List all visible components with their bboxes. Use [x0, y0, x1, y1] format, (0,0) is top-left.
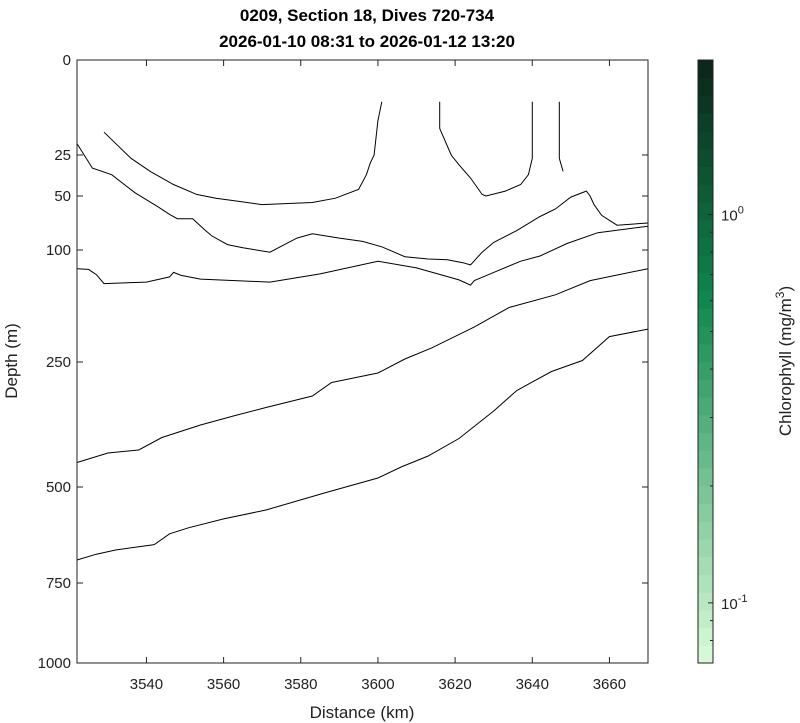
colorbar-band [698, 130, 713, 150]
y-tick-label: 25 [54, 147, 71, 164]
colorbar-band [698, 361, 713, 380]
contour-lines [76, 101, 649, 561]
x-tick-marks [145, 60, 610, 663]
colorbar-band [698, 609, 713, 629]
colorbar-band [698, 538, 713, 558]
colorbar-tick-label: 100 [721, 205, 744, 225]
contour-line [76, 143, 649, 266]
colorbar-band [698, 396, 713, 416]
y-tick-label: 250 [46, 354, 71, 371]
colorbar-band [698, 308, 713, 327]
colorbar-band [698, 184, 713, 203]
colorbar-band [698, 95, 713, 114]
colorbar-band [698, 201, 713, 221]
x-tick-label: 3620 [438, 676, 471, 693]
colorbar-band [698, 467, 713, 487]
y-tick-label: 50 [54, 188, 71, 205]
y-tick-label: 100 [46, 242, 71, 259]
contour-line [103, 101, 383, 206]
x-tick-label: 3560 [207, 676, 240, 693]
colorbar-band [698, 414, 713, 434]
colorbar-band [698, 485, 713, 504]
colorbar-band [698, 113, 713, 132]
colorbar-band [698, 556, 713, 575]
colorbar-band [698, 432, 713, 451]
colorbar-label-end: ) [776, 286, 795, 292]
colorbar-band [698, 272, 713, 292]
x-tick-labels: 3540 3560 3580 3600 3620 3640 3660 [130, 676, 626, 693]
colorbar-band [698, 60, 713, 79]
colorbar-band [698, 326, 713, 345]
plot-area [76, 59, 649, 664]
colorbar-band [698, 166, 713, 185]
x-axis-label: Distance (km) [310, 703, 415, 722]
colorbar-band [698, 574, 713, 593]
chart-title: 0209, Section 18, Dives 720-734 [240, 6, 495, 25]
colorbar-band [698, 237, 713, 256]
y-tick-label: 1000 [38, 655, 71, 672]
colorbar-bands [697, 59, 714, 664]
colorbar-tick-base: 10 [721, 208, 738, 225]
y-axis-label: Depth (m) [2, 323, 21, 399]
x-tick-label: 3600 [361, 676, 394, 693]
colorbar-band [698, 148, 713, 168]
y-tick-label: 0 [63, 52, 71, 69]
colorbar-band [698, 503, 713, 522]
chart-subtitle: 2026-01-10 08:31 to 2026-01-12 13:20 [219, 32, 515, 51]
colorbar-tick-exp: -1 [738, 593, 748, 605]
x-tick-label: 3580 [284, 676, 317, 693]
colorbar-band [698, 343, 713, 363]
y-tick-labels: 0 25 50 100 250 500 750 1000 [38, 52, 71, 672]
colorbar-band [698, 645, 713, 664]
x-tick-label: 3540 [130, 676, 163, 693]
contour-line [439, 101, 533, 197]
colorbar-band [698, 521, 713, 540]
contour-line [558, 101, 564, 172]
contour-line [76, 268, 649, 463]
colorbar-label: Chlorophyll (mg/m3) [773, 286, 795, 436]
y-tick-label: 750 [46, 575, 71, 592]
x-tick-label: 3660 [593, 676, 626, 693]
colorbar-band [698, 592, 713, 611]
colorbar-band [698, 379, 713, 398]
colorbar-band [698, 290, 713, 309]
colorbar-band [698, 255, 713, 274]
x-tick-label: 3640 [516, 676, 549, 693]
contour-line [76, 328, 649, 561]
colorbar-tick-base: 10 [721, 596, 738, 613]
colorbar-label-text: Chlorophyll (mg/m [776, 298, 795, 436]
y-tick-label: 500 [46, 479, 71, 496]
colorbar-band [698, 450, 713, 469]
y-tick-marks [77, 59, 648, 664]
colorbar-band [698, 627, 713, 646]
colorbar-band [698, 219, 713, 238]
colorbar-label-sup: 3 [773, 291, 787, 298]
colorbar-tick-label: 10-1 [721, 593, 747, 613]
colorbar-band [698, 77, 713, 97]
contour-line [76, 225, 649, 286]
colorbar-tick-exp: 0 [738, 205, 744, 217]
colorbar-frame [697, 59, 714, 664]
